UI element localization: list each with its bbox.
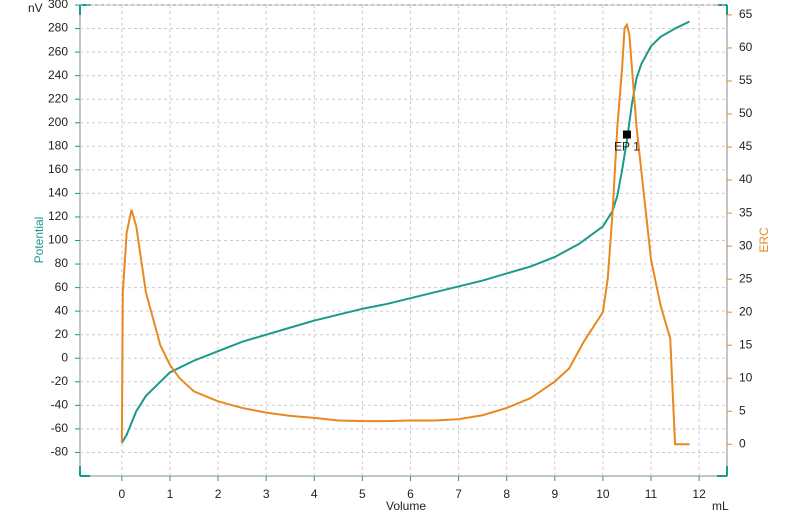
y2-tick-label: 40 xyxy=(739,172,753,186)
y2-tick-label: 60 xyxy=(739,40,753,54)
x-tick-label: 7 xyxy=(455,487,462,501)
y-tick-label: 300 xyxy=(48,0,68,11)
x-tick-label: 10 xyxy=(596,487,610,501)
y-tick-label: 140 xyxy=(48,186,68,200)
y2-tick-label: 45 xyxy=(739,139,753,153)
y2-tick-label: 55 xyxy=(739,73,753,87)
y-tick-label: 100 xyxy=(48,233,68,247)
x-tick-label: 8 xyxy=(503,487,510,501)
y-tick-label: -20 xyxy=(51,374,69,388)
x-tick-label: 9 xyxy=(551,487,558,501)
x-tick-label: 12 xyxy=(692,487,706,501)
series-line xyxy=(120,22,690,446)
y-tick-label: -60 xyxy=(51,421,69,435)
y-tick-label: -40 xyxy=(51,398,69,412)
y-tick-label: 60 xyxy=(55,280,69,294)
y-tick-label: 160 xyxy=(48,162,68,176)
y-tick-label: 280 xyxy=(48,21,68,35)
y-tick-label: 120 xyxy=(48,209,68,223)
y2-tick-label: 0 xyxy=(739,436,746,450)
y-unit: nV xyxy=(28,1,43,15)
y-tick-label: 180 xyxy=(48,138,68,152)
y2-tick-label: 65 xyxy=(739,7,753,21)
x-tick-label: 3 xyxy=(263,487,270,501)
endpoint-label: EP 1 xyxy=(614,140,640,154)
y-tick-label: 80 xyxy=(55,256,69,270)
y-tick-label: 200 xyxy=(48,115,68,129)
y2-tick-label: 10 xyxy=(739,370,753,384)
x-axis-label: Volume xyxy=(386,499,426,513)
x-tick-label: 2 xyxy=(215,487,222,501)
y-axis-label: Potential xyxy=(32,217,46,264)
y2-axis-label: ERC xyxy=(757,227,771,253)
x-tick-label: 0 xyxy=(119,487,126,501)
x-tick-label: 6 xyxy=(407,487,414,501)
y-tick-label: 220 xyxy=(48,91,68,105)
y2-tick-label: 20 xyxy=(739,304,753,318)
y2-tick-label: 5 xyxy=(739,403,746,417)
y2-tick-label: 25 xyxy=(739,271,753,285)
y-tick-label: 40 xyxy=(55,303,69,317)
x-tick-label: 4 xyxy=(311,487,318,501)
endpoint-marker xyxy=(622,130,631,139)
y-tick-label: 240 xyxy=(48,68,68,82)
x-tick-label: 1 xyxy=(167,487,174,501)
y2-tick-label: 30 xyxy=(739,238,753,252)
y-tick-label: 260 xyxy=(48,44,68,58)
y-tick-label: 0 xyxy=(61,350,68,364)
y-tick-label: -80 xyxy=(51,445,69,459)
x-unit: mL xyxy=(712,499,729,513)
x-tick-label: 11 xyxy=(645,487,658,501)
series-line xyxy=(120,20,690,444)
x-tick-label: 5 xyxy=(359,487,366,501)
y-tick-label: 20 xyxy=(55,327,69,341)
y2-tick-label: 35 xyxy=(739,205,753,219)
y2-tick-label: 50 xyxy=(739,106,753,120)
y2-tick-label: 15 xyxy=(739,337,753,351)
